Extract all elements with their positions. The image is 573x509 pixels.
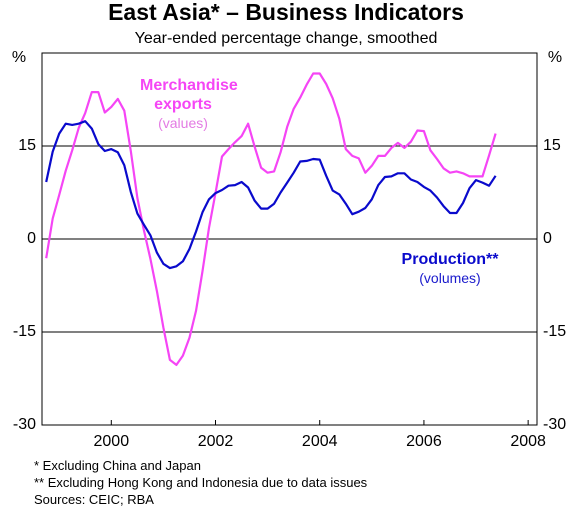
y-tick-label: 15: [18, 137, 36, 154]
source: Sources: CEIC; RBA: [34, 492, 154, 507]
y-tick-label: -30: [13, 416, 36, 433]
y-unit-right: %: [548, 49, 562, 66]
series-line: [45, 120, 497, 270]
x-tick-label: 2002: [198, 433, 234, 450]
chart-title: East Asia* – Business Indicators: [108, 0, 464, 25]
x-tick-label: 2008: [510, 433, 546, 450]
footnote: ** Excluding Hong Kong and Indonesia due…: [34, 475, 368, 490]
series-label: Production** (volumes): [390, 250, 510, 288]
y-unit-left: %: [12, 49, 26, 66]
series-name: Production**: [401, 251, 499, 268]
plot-frame: [41, 52, 538, 426]
footnote: * Excluding China and Japan: [34, 458, 201, 473]
series-line: [45, 72, 497, 366]
x-tick-label: 2006: [406, 433, 442, 450]
series-note: (volumes): [419, 270, 481, 286]
series-name: Merchandise exports: [140, 77, 238, 113]
y-tick-label: 0: [543, 230, 552, 247]
chart-subtitle: Year-ended percentage change, smoothed: [135, 30, 438, 47]
series-label: Merchandise exports (values): [118, 76, 248, 133]
y-tick-label: 0: [27, 230, 36, 247]
x-tick-label: 2004: [302, 433, 338, 450]
y-tick-label: -30: [543, 416, 566, 433]
x-tick-label: 2000: [94, 433, 130, 450]
y-tick-label: -15: [13, 323, 36, 340]
y-tick-label: 15: [543, 137, 561, 154]
series-note: (values): [158, 115, 208, 131]
y-tick-label: -15: [543, 323, 566, 340]
